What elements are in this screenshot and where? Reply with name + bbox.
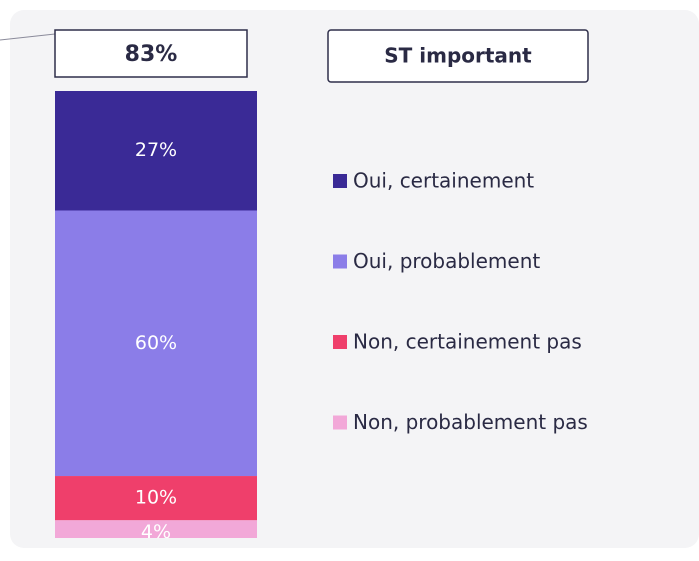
- summary-label: 83%: [125, 42, 178, 67]
- title-box: [327, 29, 589, 83]
- bar-segment: [55, 91, 257, 211]
- bar-segment: [55, 476, 257, 521]
- legend-label: Oui, probablement: [353, 249, 540, 273]
- value-label: 10%: [135, 487, 177, 509]
- value-label: 60%: [135, 332, 177, 354]
- legend-swatch: [333, 335, 347, 349]
- connector: [0, 33, 56, 41]
- legend-label: Non, probablement pas: [353, 410, 588, 434]
- legend-swatch: [333, 254, 347, 269]
- summary-box: [54, 29, 248, 78]
- chart-title: ST important: [384, 44, 532, 68]
- legend-swatch: [333, 174, 347, 188]
- value-label: 4%: [141, 521, 171, 543]
- legend-label: Oui, certainement: [353, 169, 534, 193]
- value-label: 27%: [135, 139, 177, 161]
- legend-swatch: [333, 415, 347, 430]
- legend-label: Non, certainement pas: [353, 330, 582, 354]
- bar-segment: [55, 210, 257, 477]
- bar-segment: [55, 520, 257, 538]
